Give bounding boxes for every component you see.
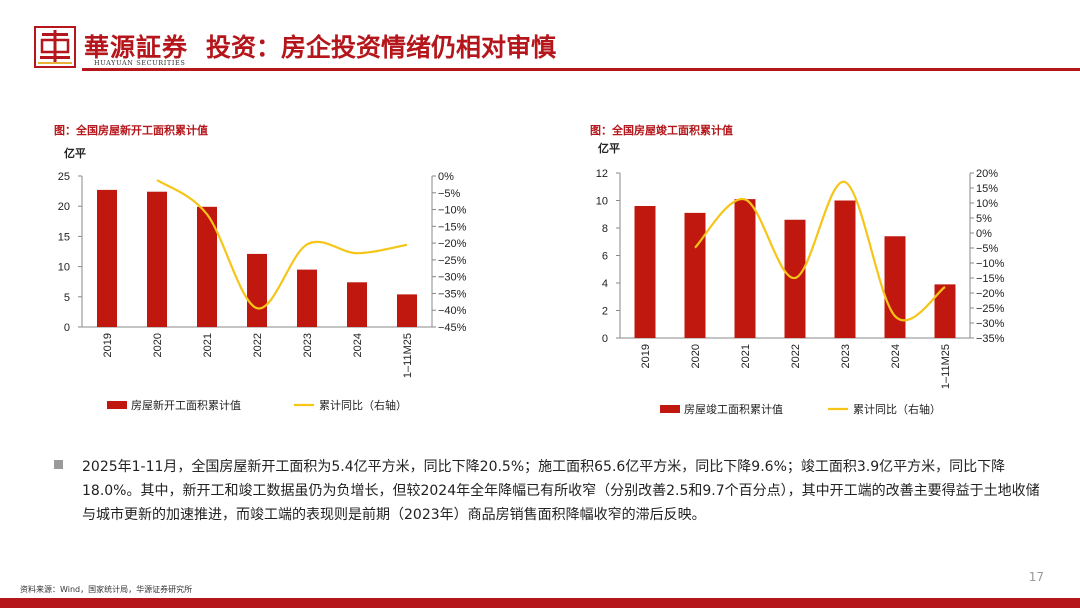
chart2-y2-tick-label: −15% [976,273,1005,285]
chart1-y-tick-label: 20 [58,201,70,213]
chart2-x-tick-label: 2023 [840,344,852,368]
chart1-bar [297,269,317,327]
chart1-x-tick-label: 2023 [302,333,314,357]
chart1-bar [97,189,117,327]
chart1-bar [197,206,217,327]
chart1-legend-line-label: 累计同比（右轴） [319,398,407,412]
chart1-y2-tick-label: −20% [438,238,467,250]
chart2-bar [734,199,756,338]
chart1-y-tick-label: 10 [58,262,70,274]
chart2-y-tick-label: 6 [602,251,608,263]
chart1-x-tick-label: 2020 [152,333,164,357]
summary-paragraph: 2025年1-11月，全国房屋新开工面积为5.4亿平方米，同比下降20.5%；施… [82,459,1040,523]
chart2-x-tick-label: 1–11M25 [940,344,952,389]
chart2-legend-bar-label: 房屋竣工面积累计值 [684,402,783,416]
brand-name-english: HUAYUAN SECURITIES [94,59,186,67]
chart1-y-tick-label: 5 [64,292,70,304]
chart2-y2-tick-label: 5% [976,213,992,225]
chart1-y-tick-label: 0 [64,322,70,334]
chart1-bar [147,191,167,327]
chart2-y2-tick-label: −25% [976,303,1005,315]
chart2-unit: 亿平 [598,142,620,155]
chart2-y2-tick-label: 20% [976,168,998,180]
chart2-x-tick-label: 2020 [690,344,702,368]
chart1-x-tick-label: 2019 [102,333,114,357]
chart1-legend-bar-label: 房屋新开工面积累计值 [131,398,241,412]
chart1-y2-tick-label: −35% [438,288,467,300]
chart1-unit: 亿平 [64,147,86,160]
chart2-y2-tick-label: −30% [976,318,1005,330]
chart2-y-tick-label: 2 [602,306,608,318]
chart1-bar [397,294,417,327]
chart1-y2-tick-label: −15% [438,221,467,233]
chart1-x-tick-label: 2022 [252,333,264,357]
chart1-x-tick-label: 2024 [352,333,364,357]
chart2-y2-tick-label: −10% [976,258,1005,270]
header-divider [82,68,1080,71]
chart2-bar [634,206,656,338]
chart2-bar [834,200,856,338]
header: 華源証券 HUAYUAN SECURITIES 投资：房企投资情绪仍相对审慎 [0,0,1080,78]
chart1-x-tick-label: 2021 [202,333,214,357]
chart1-yoy-line [156,179,408,310]
page-number: 17 [1028,570,1044,584]
chart1-y2-tick-label: −5% [438,188,461,200]
chart1-y-tick-label: 25 [58,171,70,183]
chart2-y-tick-label: 8 [602,223,608,235]
chart2-x-tick-label: 2021 [740,344,752,368]
chart2-y2-tick-label: 10% [976,198,998,210]
brand-name: 華源証券 [84,33,189,62]
chart1-y2-tick-label: −45% [438,322,467,334]
chart2-y2-tick-label: 0% [976,228,992,240]
chart1-y-tick-label: 15 [58,231,70,243]
chart1-y2-tick-label: −30% [438,272,467,284]
brand-logo-icon [34,26,76,68]
source-note: 资料来源：Wind，国家统计局，华源证券研究所 [20,585,193,594]
chart1-legend-bar-swatch [107,401,127,409]
chart2-y-tick-label: 4 [602,278,608,290]
chart1-y2-tick-label: 0% [438,171,454,183]
chart2-legend-bar-swatch [660,405,680,413]
chart2-bar [934,284,956,338]
chart2-y-tick-label: 10 [596,196,608,208]
chart1-title: 图：全国房屋新开工面积累计值 [54,124,208,137]
chart2-x-tick-label: 2022 [790,344,802,368]
chart1-bar [247,253,267,327]
chart2-y2-tick-label: −35% [976,333,1005,345]
slide-title: 投资：房企投资情绪仍相对审慎 [206,33,557,62]
chart1-y2-tick-label: −40% [438,305,467,317]
chart2-y2-tick-label: −5% [976,243,999,255]
chart2-y2-tick-label: 15% [976,183,998,195]
footer-bar [0,598,1080,608]
chart2-yoy-line [694,180,946,322]
chart2-y2-tick-label: −20% [976,288,1005,300]
chart2-title: 图：全国房屋竣工面积累计值 [590,124,733,137]
chart1-bar [347,282,367,327]
chart2-x-tick-label: 2024 [890,344,902,368]
chart2-y-tick-label: 0 [602,333,608,345]
chart2-bar [684,212,706,338]
bullet-marker [54,460,63,469]
chart2-y-tick-label: 12 [596,168,608,180]
chart1-y2-tick-label: −10% [438,205,467,217]
chart1-x-tick-label: 1–11M25 [402,333,414,378]
chart2-x-tick-label: 2019 [640,344,652,368]
chart2-bar [884,236,906,338]
chart2-legend-line-label: 累计同比（右轴） [853,402,941,416]
chart1-y2-tick-label: −25% [438,255,467,267]
